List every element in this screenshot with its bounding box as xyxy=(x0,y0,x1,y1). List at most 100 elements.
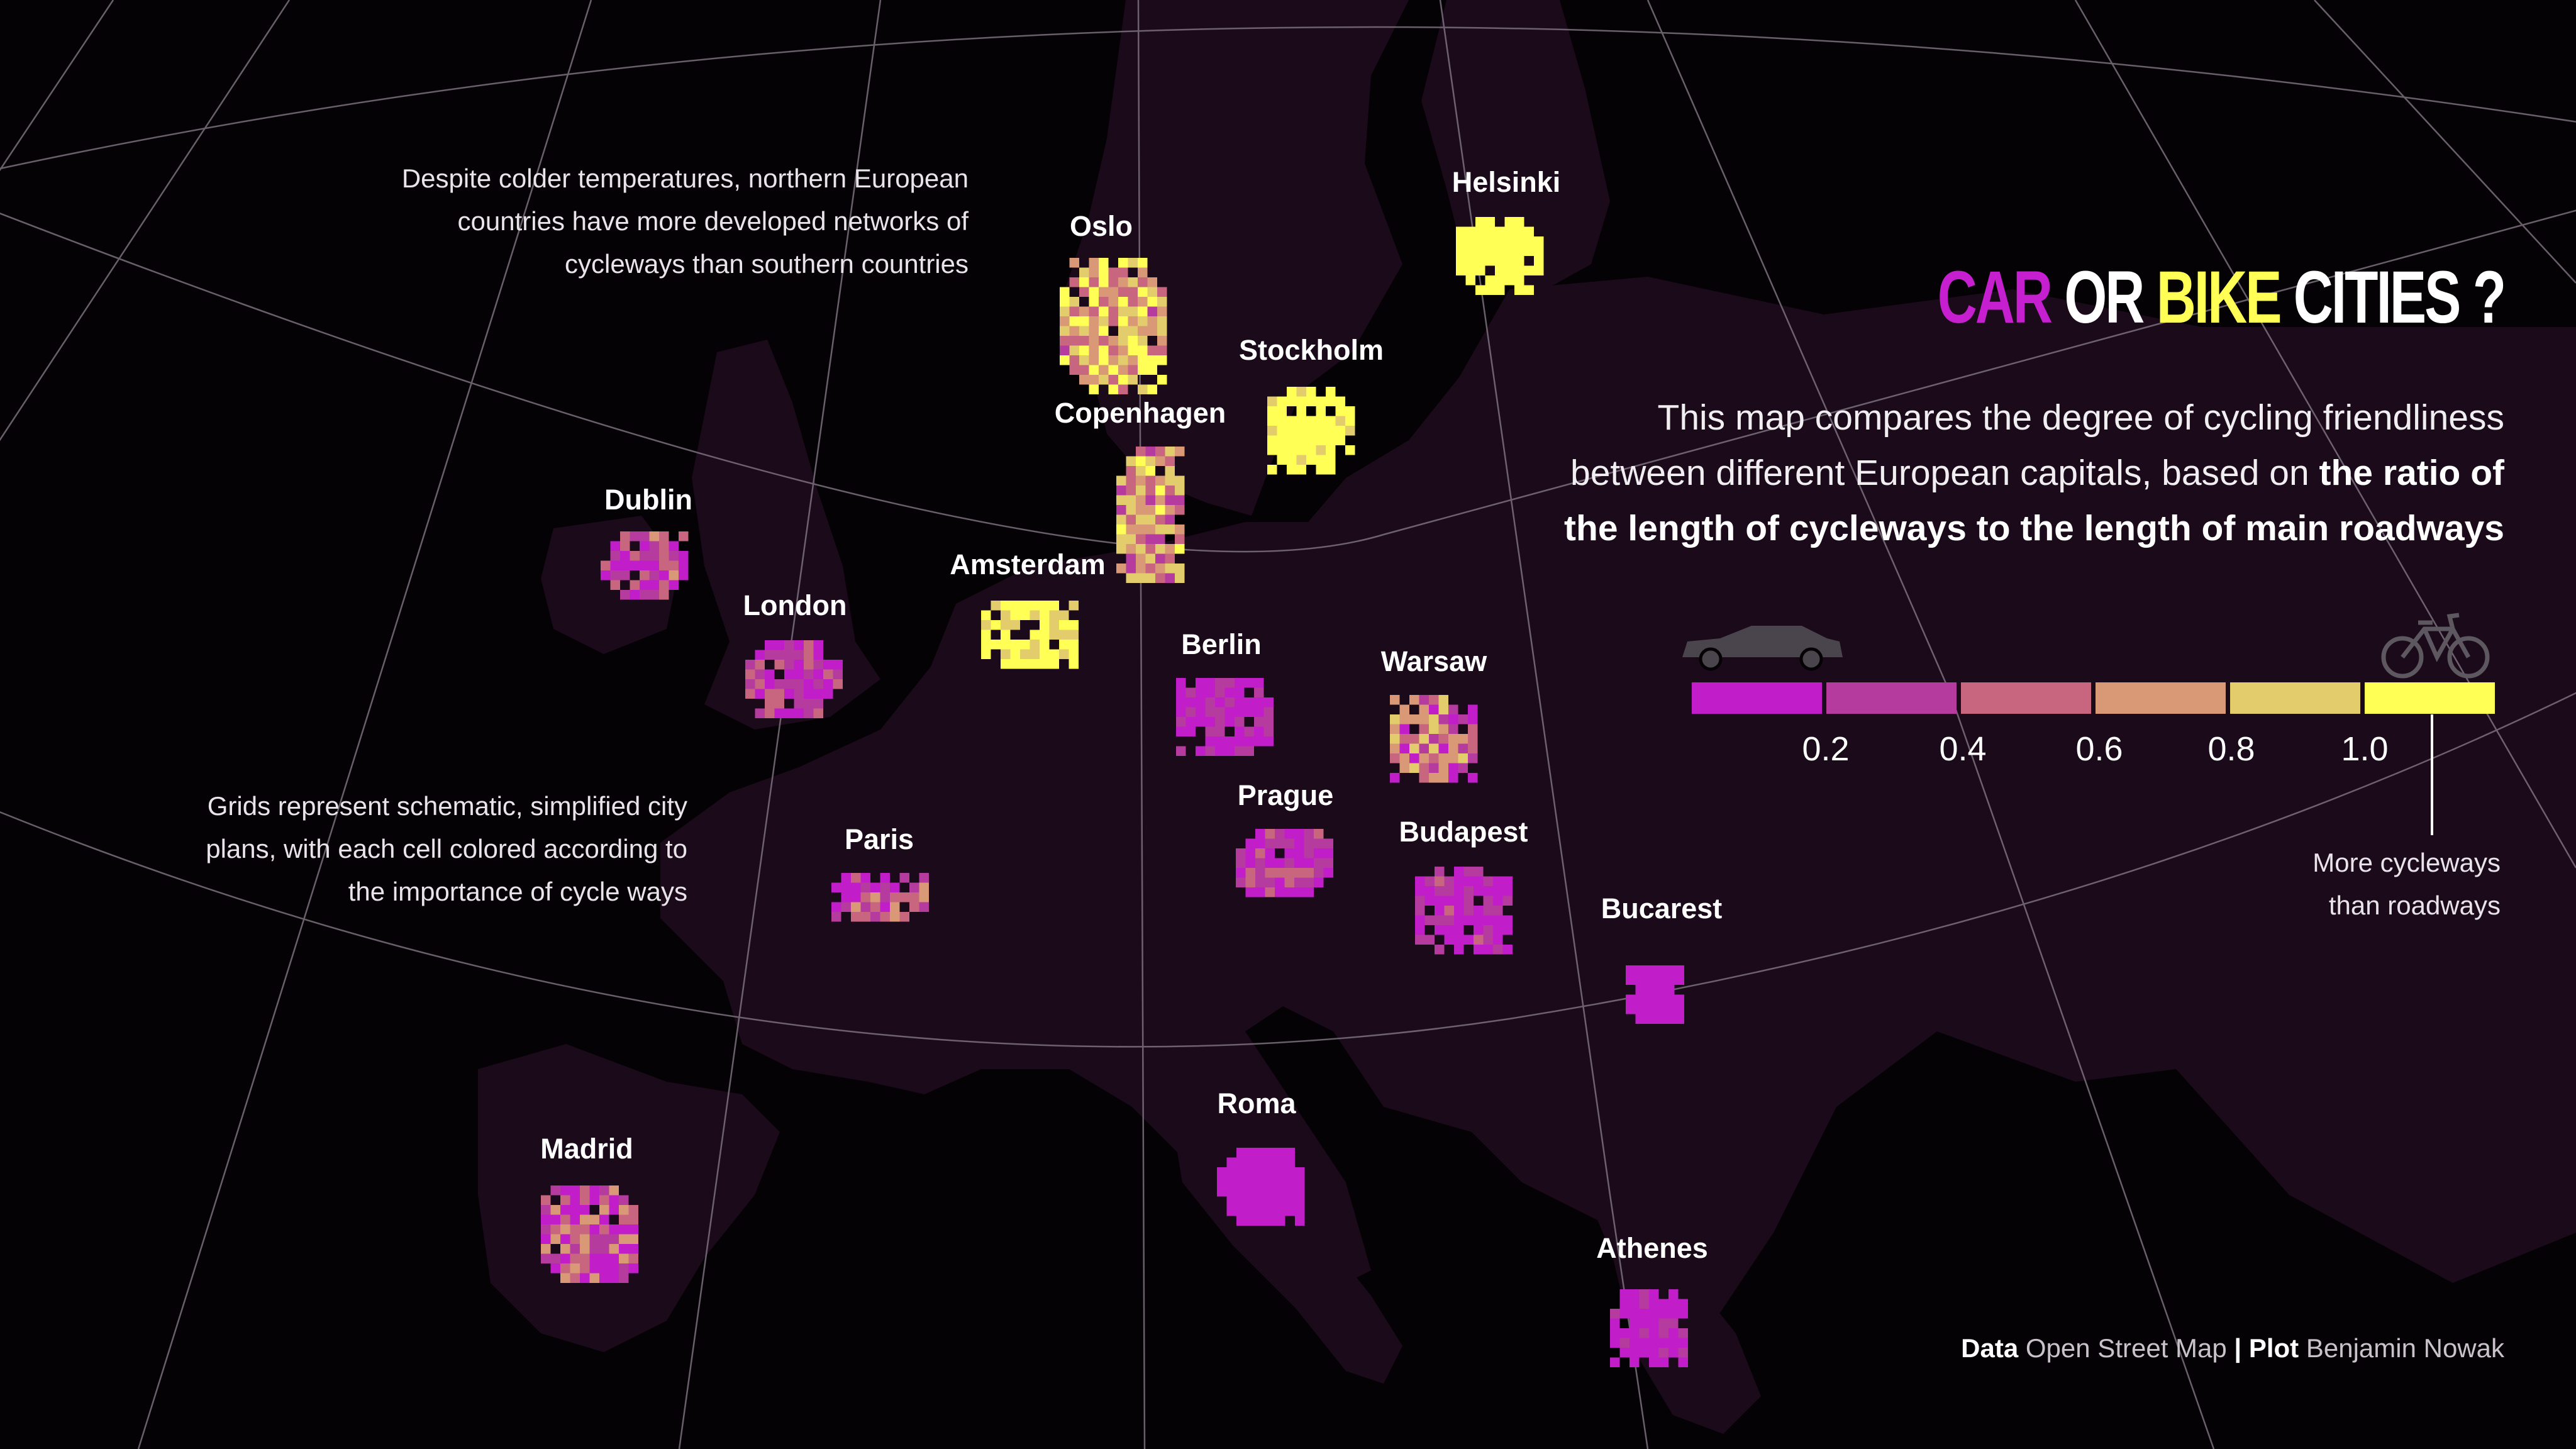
grid-cell xyxy=(1534,256,1544,266)
grid-cell xyxy=(1030,630,1040,640)
grid-cell xyxy=(1610,1357,1620,1367)
grid-cell xyxy=(570,1195,580,1205)
grid-cell xyxy=(1645,965,1655,975)
city-grid-copenhagen xyxy=(1116,447,1185,583)
grid-cell xyxy=(1458,734,1468,744)
grid-cell xyxy=(1126,495,1136,505)
grid-cell xyxy=(1147,384,1157,394)
grid-cell xyxy=(1069,365,1079,375)
grid-cell xyxy=(1474,906,1484,916)
grid-cell xyxy=(1668,1309,1679,1319)
grid-cell xyxy=(1235,736,1245,747)
grid-cell xyxy=(1236,1187,1246,1197)
grid-cell xyxy=(1277,406,1287,416)
grid-cell xyxy=(1514,256,1524,266)
grid-cell xyxy=(1610,1328,1620,1338)
grid-cell xyxy=(1099,258,1109,268)
grid-cell xyxy=(1483,935,1493,945)
grid-cell xyxy=(1655,975,1665,985)
grid-cell xyxy=(909,902,919,912)
grid-cell xyxy=(1118,258,1128,268)
grid-cell xyxy=(1294,829,1304,839)
grid-cell xyxy=(1304,838,1314,848)
legend-tick-label: 1.0 xyxy=(2341,730,2389,768)
grid-cell xyxy=(1040,659,1050,669)
grid-cell xyxy=(640,551,650,561)
grid-cell xyxy=(1196,707,1206,717)
grid-cell xyxy=(619,1263,629,1274)
grid-cell xyxy=(1069,326,1079,336)
grid-cell xyxy=(1493,915,1503,925)
grid-cell xyxy=(589,1244,599,1254)
grid-cell xyxy=(1456,246,1466,256)
grid-cell xyxy=(580,1244,590,1254)
grid-cell xyxy=(1255,848,1265,858)
grid-cell xyxy=(1060,345,1070,355)
grid-cell xyxy=(1236,1157,1246,1167)
grid-cell xyxy=(1155,505,1165,515)
legend-swatch xyxy=(2096,682,2226,714)
grid-cell xyxy=(1668,1289,1679,1299)
grid-cell xyxy=(1639,1309,1649,1319)
city-grid-warsaw xyxy=(1390,695,1478,783)
grid-cell xyxy=(1463,886,1474,896)
grid-cell xyxy=(580,1185,590,1196)
grid-cell xyxy=(1265,858,1275,868)
grid-cell xyxy=(909,892,919,902)
grid-cell xyxy=(619,1214,629,1224)
grid-cell xyxy=(1626,1004,1636,1014)
grid-cell xyxy=(1245,838,1255,848)
grid-cell xyxy=(1254,736,1264,747)
grid-cell xyxy=(1255,887,1265,897)
grid-cell xyxy=(860,873,870,883)
grid-cell xyxy=(1335,406,1345,416)
grid-cell xyxy=(784,660,794,670)
grid-cell xyxy=(1165,544,1175,554)
grid-cell xyxy=(659,531,669,541)
grid-cell xyxy=(804,708,814,718)
grid-cell xyxy=(1448,773,1458,783)
grid-cell xyxy=(1089,345,1099,355)
grid-cell xyxy=(1108,365,1118,375)
grid-cell xyxy=(560,1195,570,1205)
grid-cell xyxy=(1485,256,1495,266)
grid-cell xyxy=(1176,707,1186,717)
grid-cell xyxy=(981,630,991,640)
grid-cell xyxy=(1304,858,1314,868)
grid-cell xyxy=(1205,697,1215,708)
grid-cell xyxy=(1155,456,1165,466)
grid-cell xyxy=(1314,858,1324,868)
grid-cell xyxy=(1165,495,1175,505)
grid-cell xyxy=(823,689,833,699)
grid-cell xyxy=(1256,1187,1266,1197)
grid-cell xyxy=(1118,277,1128,287)
grid-cell xyxy=(1246,1216,1256,1226)
grid-cell xyxy=(1438,773,1448,783)
city-grid-stockholm xyxy=(1267,387,1355,475)
grid-cell xyxy=(1136,486,1146,496)
grid-cell xyxy=(1475,246,1485,256)
grid-cell xyxy=(1116,475,1126,486)
grid-cell xyxy=(1265,848,1275,858)
grid-cell xyxy=(1504,256,1514,266)
grid-cell xyxy=(1277,416,1287,426)
grid-cell xyxy=(1524,265,1534,275)
grid-cell xyxy=(1295,1216,1305,1226)
grid-cell xyxy=(1465,236,1475,247)
grid-cell xyxy=(630,531,640,541)
grid-cell xyxy=(669,551,679,561)
grid-cell xyxy=(1483,915,1493,925)
credit-line: Data Open Street Map | Plot Benjamin Now… xyxy=(1961,1333,2504,1363)
grid-cell xyxy=(1463,876,1474,886)
grid-cell xyxy=(1089,384,1099,394)
grid-cell xyxy=(1390,714,1400,724)
grid-cell xyxy=(1534,265,1544,275)
grid-cell xyxy=(1326,455,1336,465)
grid-cell xyxy=(599,1273,609,1283)
grid-cell xyxy=(1224,687,1235,697)
grid-cell xyxy=(1185,687,1196,697)
grid-cell xyxy=(919,902,929,912)
grid-cell xyxy=(1128,336,1138,346)
grid-cell xyxy=(1514,226,1524,236)
grid-cell xyxy=(1059,649,1069,659)
